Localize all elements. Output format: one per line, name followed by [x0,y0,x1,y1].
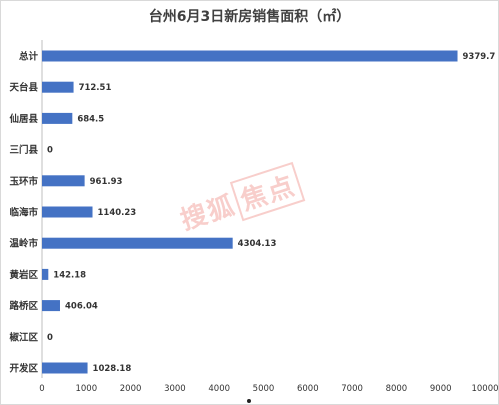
bar [42,175,85,187]
category-label: 三门县 [9,144,38,156]
page-indicator-dot [247,399,251,403]
x-tick-label: 9000 [430,384,452,394]
category-label: 玉环市 [9,175,38,187]
x-tick-label: 4000 [208,384,230,394]
bar [42,268,49,280]
data-label: 961.93 [90,177,123,187]
x-tick-label: 3000 [164,384,186,394]
bar [42,206,93,218]
category-label: 黄岩区 [9,269,38,281]
x-tick-label: 1000 [75,384,97,394]
data-label: 406.04 [65,302,98,312]
category-label: 开发区 [9,363,38,375]
category-label: 路桥区 [9,300,38,312]
x-tick-label: 0 [39,384,44,394]
category-label: 椒江区 [9,331,38,343]
data-label: 0 [47,333,53,343]
data-label: 1140.23 [98,208,137,218]
data-label: 9379.7 [463,52,496,62]
category-label: 临海市 [9,207,38,219]
bar [42,112,73,124]
category-label: 仙居县 [9,113,38,125]
bar [42,237,233,249]
data-label: 4304.13 [238,239,277,249]
data-label: 712.51 [79,83,112,93]
category-label: 温岭市 [9,238,38,250]
data-label: 142.18 [53,270,86,280]
data-label: 1028.18 [93,364,132,374]
chart-title: 台州6月3日新房销售面积（㎡） [148,9,351,25]
data-label: 0 [47,146,53,156]
x-tick-label: 2000 [120,384,142,394]
data-label: 684.5 [77,114,104,124]
x-tick-label: 6000 [297,384,319,394]
x-tick-label: 10000 [471,384,498,394]
bar [42,300,60,312]
bar [42,50,458,62]
bar [42,362,88,374]
x-tick-label: 5000 [253,384,275,394]
x-tick-label: 8000 [386,384,408,394]
category-label: 天台县 [9,82,38,94]
category-label: 总计 [19,51,39,63]
x-tick-label: 7000 [341,384,363,394]
bar [42,81,74,93]
